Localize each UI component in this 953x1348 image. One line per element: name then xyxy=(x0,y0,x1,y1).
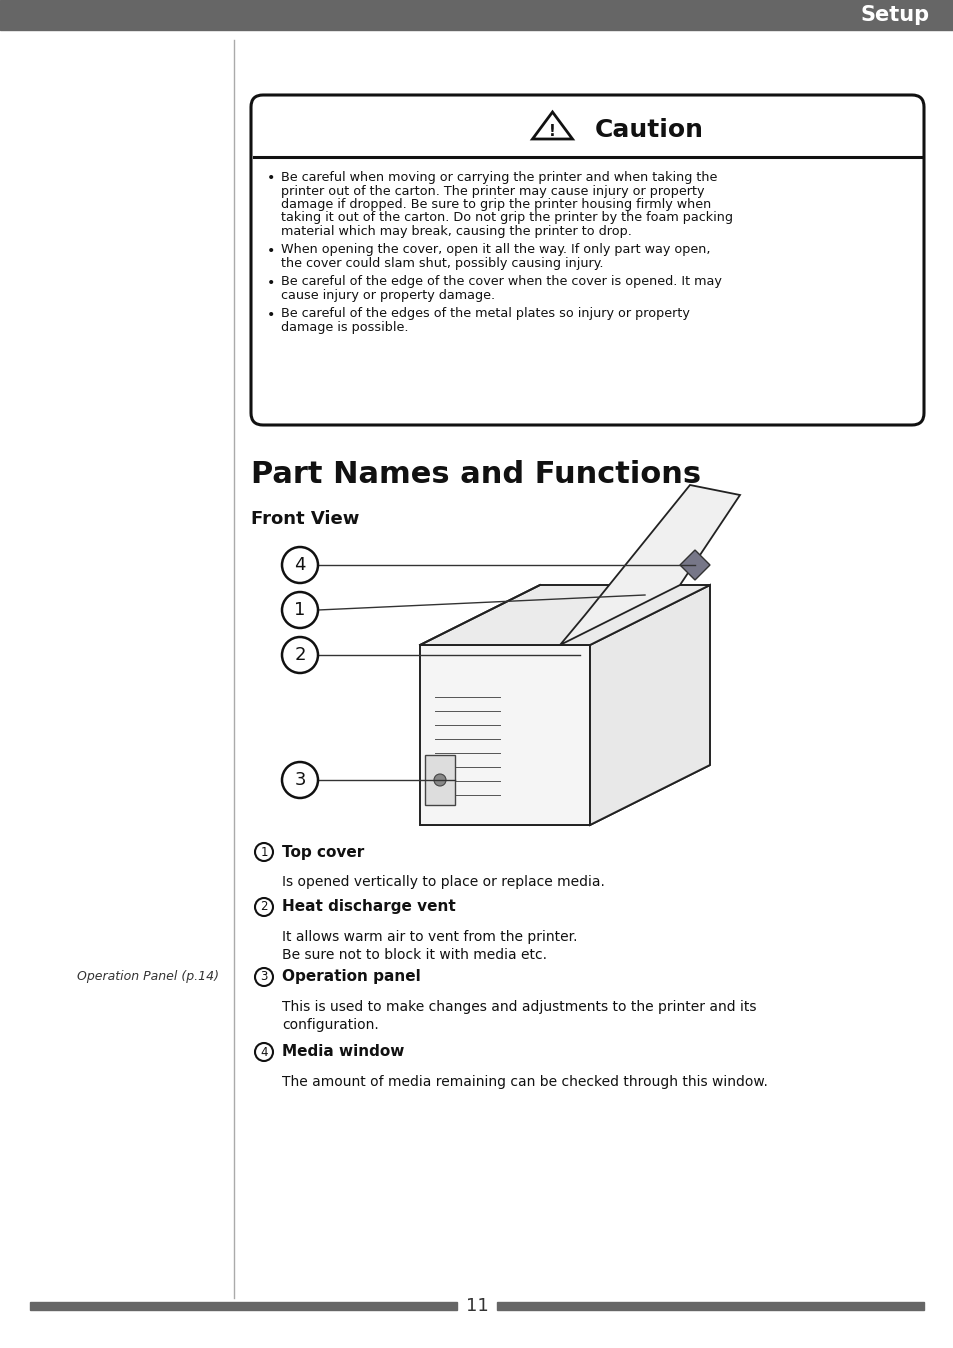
Text: •: • xyxy=(267,244,275,257)
Text: Setup: Setup xyxy=(860,5,929,26)
Text: It allows warm air to vent from the printer.: It allows warm air to vent from the prin… xyxy=(282,930,577,944)
Text: 11: 11 xyxy=(465,1297,488,1316)
Circle shape xyxy=(434,774,446,786)
Bar xyxy=(30,1302,456,1310)
Text: Be careful of the edges of the metal plates so injury or property: Be careful of the edges of the metal pla… xyxy=(281,307,689,321)
Text: 2: 2 xyxy=(294,646,305,665)
Text: Operation Panel (p.14): Operation Panel (p.14) xyxy=(77,971,219,983)
Text: Be careful when moving or carrying the printer and when taking the: Be careful when moving or carrying the p… xyxy=(281,171,717,183)
Polygon shape xyxy=(559,485,740,644)
Bar xyxy=(0,0,953,30)
Polygon shape xyxy=(679,550,709,580)
Text: 4: 4 xyxy=(294,555,305,574)
Text: Be sure not to block it with media etc.: Be sure not to block it with media etc. xyxy=(282,948,546,962)
Text: cause injury or property damage.: cause injury or property damage. xyxy=(281,288,495,302)
Text: 3: 3 xyxy=(294,771,305,789)
Bar xyxy=(497,1302,923,1310)
Text: The amount of media remaining can be checked through this window.: The amount of media remaining can be che… xyxy=(282,1074,767,1089)
Text: •: • xyxy=(267,171,275,185)
Text: Part Names and Functions: Part Names and Functions xyxy=(251,460,700,489)
Bar xyxy=(424,755,455,805)
Text: Caution: Caution xyxy=(594,119,702,142)
Text: •: • xyxy=(267,275,275,290)
Text: Media window: Media window xyxy=(282,1045,404,1060)
Text: the cover could slam shut, possibly causing injury.: the cover could slam shut, possibly caus… xyxy=(281,257,603,270)
Text: Operation panel: Operation panel xyxy=(282,969,420,984)
Polygon shape xyxy=(419,644,589,825)
Text: Front View: Front View xyxy=(251,510,359,528)
Text: material which may break, causing the printer to drop.: material which may break, causing the pr… xyxy=(281,225,631,239)
Text: 2: 2 xyxy=(260,900,268,914)
Text: taking it out of the carton. Do not grip the printer by the foam packing: taking it out of the carton. Do not grip… xyxy=(281,212,732,225)
Text: Top cover: Top cover xyxy=(282,844,364,860)
Text: damage if dropped. Be sure to grip the printer housing firmly when: damage if dropped. Be sure to grip the p… xyxy=(281,198,711,212)
Text: 3: 3 xyxy=(260,971,268,984)
Text: !: ! xyxy=(549,124,556,139)
Polygon shape xyxy=(419,766,709,825)
Text: 1: 1 xyxy=(260,845,268,859)
Text: •: • xyxy=(267,307,275,322)
Polygon shape xyxy=(419,585,709,644)
Text: 4: 4 xyxy=(260,1046,268,1058)
Text: When opening the cover, open it all the way. If only part way open,: When opening the cover, open it all the … xyxy=(281,244,710,256)
Text: Heat discharge vent: Heat discharge vent xyxy=(282,899,456,914)
Text: damage is possible.: damage is possible. xyxy=(281,321,408,334)
Text: This is used to make changes and adjustments to the printer and its: This is used to make changes and adjustm… xyxy=(282,1000,756,1014)
Text: Is opened vertically to place or replace media.: Is opened vertically to place or replace… xyxy=(282,875,604,888)
Text: printer out of the carton. The printer may cause injury or property: printer out of the carton. The printer m… xyxy=(281,185,703,198)
Polygon shape xyxy=(589,585,709,825)
Text: configuration.: configuration. xyxy=(282,1018,378,1033)
FancyBboxPatch shape xyxy=(251,94,923,425)
Text: Be careful of the edge of the cover when the cover is opened. It may: Be careful of the edge of the cover when… xyxy=(281,275,721,288)
Text: 1: 1 xyxy=(294,601,305,619)
